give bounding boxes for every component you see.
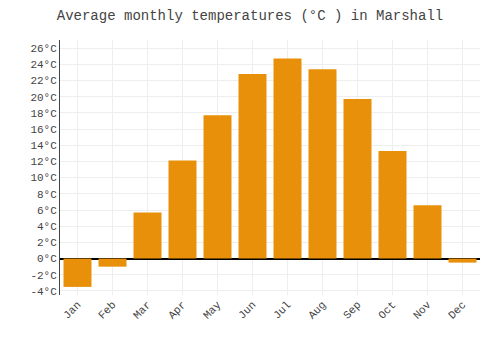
svg-text:22°C: 22°C [30, 75, 57, 87]
svg-text:Sep: Sep [341, 299, 363, 321]
svg-text:Jun: Jun [236, 299, 258, 321]
svg-text:24°C: 24°C [30, 59, 57, 71]
svg-text:Average monthly temperatures (: Average monthly temperatures (°C ) in Ma… [57, 8, 443, 24]
svg-text:26°C: 26°C [30, 43, 57, 55]
svg-text:6°C: 6°C [37, 205, 57, 217]
svg-text:10°C: 10°C [30, 172, 57, 184]
svg-text:May: May [201, 299, 224, 322]
svg-text:Mar: Mar [131, 299, 153, 321]
svg-text:-4°C: -4°C [30, 286, 57, 298]
svg-text:0°C: 0°C [37, 253, 57, 265]
svg-text:Dec: Dec [446, 299, 468, 321]
svg-text:16°C: 16°C [30, 124, 57, 136]
svg-text:Jul: Jul [271, 299, 293, 321]
svg-text:Aug: Aug [306, 299, 328, 321]
svg-text:2°C: 2°C [37, 237, 57, 249]
svg-text:4°C: 4°C [37, 221, 57, 233]
svg-text:-2°C: -2°C [30, 270, 57, 282]
svg-text:Nov: Nov [411, 299, 434, 322]
svg-text:8°C: 8°C [37, 189, 57, 201]
svg-text:12°C: 12°C [30, 156, 57, 168]
svg-text:Jan: Jan [61, 299, 83, 321]
svg-text:Oct: Oct [376, 299, 398, 321]
svg-text:14°C: 14°C [30, 140, 57, 152]
svg-text:18°C: 18°C [30, 108, 57, 120]
svg-text:Apr: Apr [166, 299, 188, 321]
svg-text:Feb: Feb [96, 299, 118, 321]
svg-text:20°C: 20°C [30, 92, 57, 104]
